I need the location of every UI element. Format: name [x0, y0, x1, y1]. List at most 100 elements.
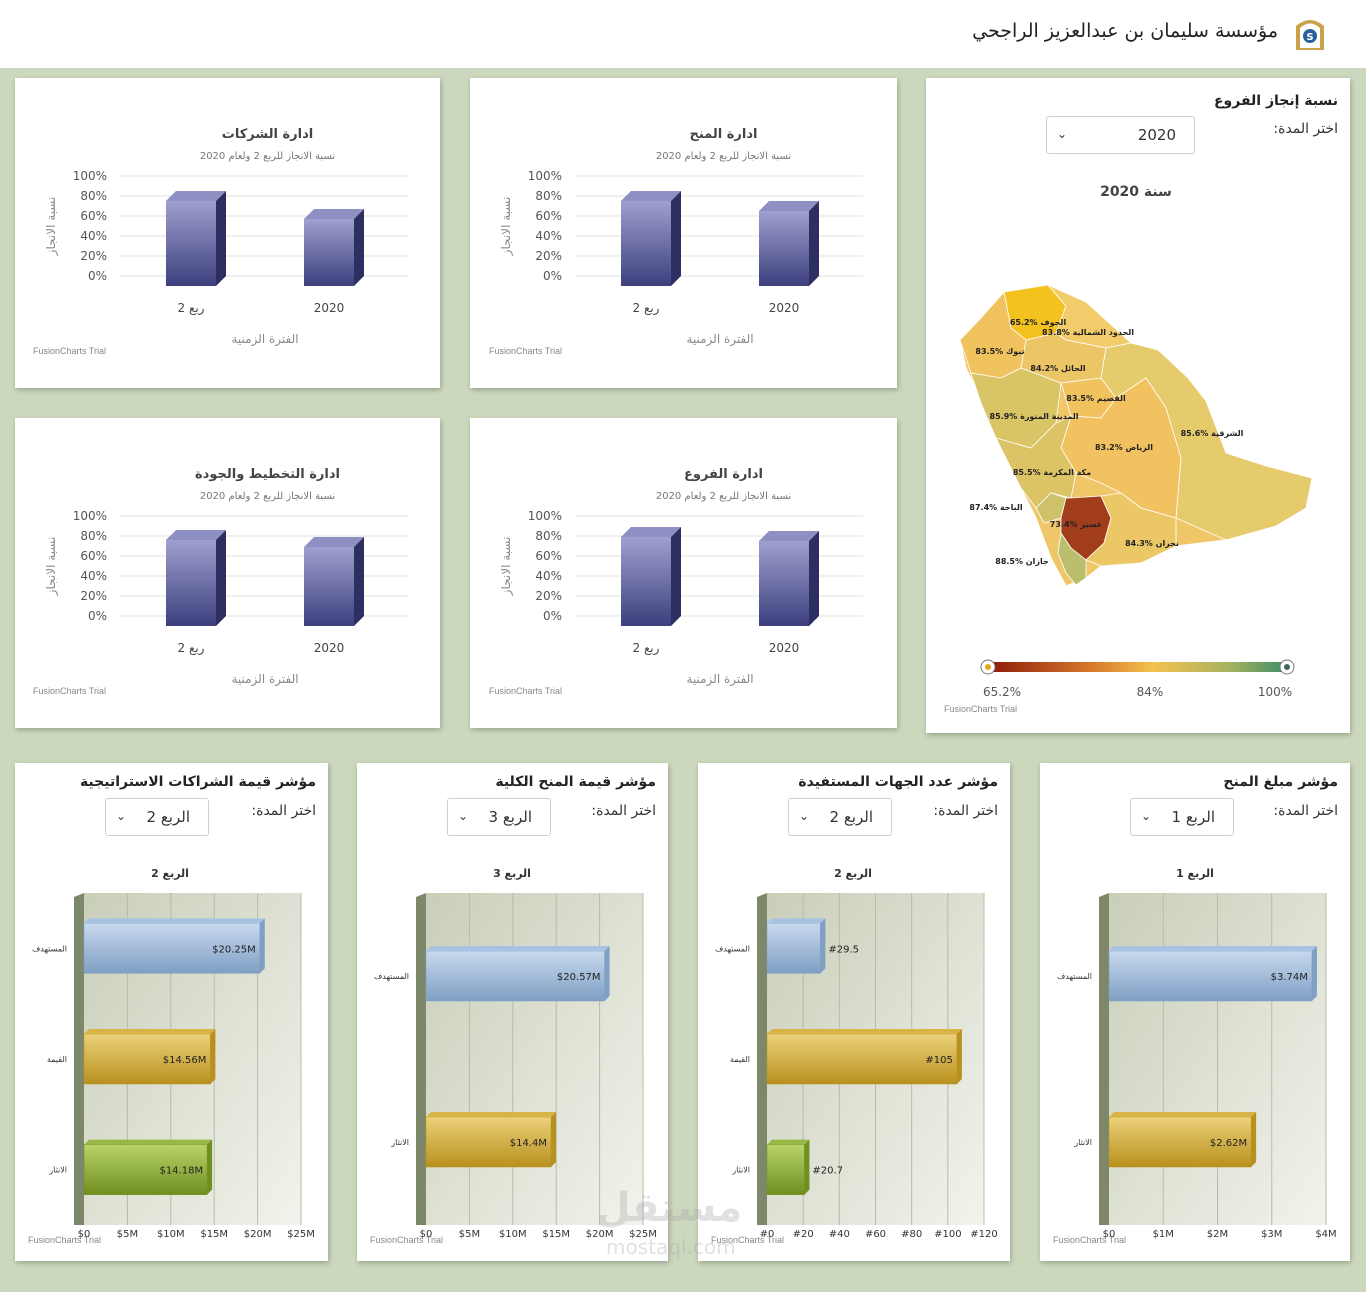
legend-max-label: 100%	[1258, 685, 1292, 699]
x-tick-label: $5M	[117, 1229, 138, 1240]
category-label: الانثار	[390, 1138, 409, 1147]
period-label: اختر المدة:	[591, 803, 656, 819]
x-tick-label: #120	[970, 1229, 997, 1240]
chart-subtitle: نسبة الانجاز للربع 2 ولعام 2020	[200, 491, 335, 502]
data-label: #105	[925, 1055, 952, 1066]
category-label: الانثار	[48, 1166, 67, 1175]
chart-title: ادارة المنح	[690, 127, 758, 142]
x-tick-label: $10M	[499, 1229, 527, 1240]
bar-card-grant-amount: مؤشر مبلغ المنح اختر المدة: الربع 1 ⌄ ال…	[1040, 763, 1350, 1261]
plot-wall	[74, 893, 84, 1225]
map-region-label: 83.5% القصيم	[1066, 394, 1126, 403]
trial-text: FusionCharts Trial	[33, 346, 107, 356]
chart-subtitle: نسبة الانجاز للربع 2 ولعام 2020	[200, 151, 335, 162]
quarter-select-partnerships[interactable]: الربع 2 ⌄	[105, 798, 209, 836]
x-tick-label: $0	[420, 1229, 433, 1240]
y-tick-label: 0%	[88, 269, 107, 283]
x-tick-label: $10M	[157, 1229, 185, 1240]
y-tick-label: 20%	[535, 589, 562, 603]
trial-text: FusionCharts Trial	[711, 1235, 785, 1245]
y-tick-label: 80%	[80, 189, 107, 203]
bar-green[interactable]	[83, 1139, 213, 1195]
quarter-select-value: الربع 1	[1171, 808, 1216, 826]
bar-blue[interactable]	[766, 918, 826, 974]
trial-text: FusionCharts Trial	[370, 1235, 444, 1245]
column-bar[interactable]	[759, 531, 819, 626]
bar-card-title: مؤشر عدد الجهات المستفيدة	[798, 774, 998, 790]
category-label: القيمة	[730, 1055, 750, 1064]
x-axis-label: الفترة الزمنية	[686, 332, 753, 347]
x-tick-label: 2020	[769, 301, 800, 315]
bar-blue[interactable]	[83, 918, 265, 974]
legend-max-dot	[1284, 664, 1290, 670]
x-tick-label: 2020	[314, 641, 345, 655]
bar-card-title: مؤشر مبلغ المنح	[1223, 774, 1338, 790]
x-tick-label: ربع 2	[633, 641, 660, 656]
y-tick-label: 20%	[80, 249, 107, 263]
x-tick-label: #80	[901, 1229, 922, 1240]
column-bar[interactable]	[304, 209, 364, 286]
bar-green[interactable]	[766, 1139, 810, 1195]
watermark-arabic: مستقل	[596, 1185, 743, 1231]
quarter-select-beneficiaries[interactable]: الربع 2 ⌄	[788, 798, 892, 836]
map-region-najran	[1085, 492, 1177, 567]
quarter-select-value: الربع 2	[146, 808, 191, 826]
y-tick-label: 0%	[88, 609, 107, 623]
x-tick-label: $1M	[1153, 1229, 1174, 1240]
data-label: $20.57M	[557, 972, 601, 983]
y-tick-label: 0%	[543, 269, 562, 283]
column-chart-card-planning: ادارة التخطيط والجودة نسبة الانجاز للربع …	[15, 418, 440, 728]
bar-gold[interactable]	[425, 1112, 556, 1168]
data-label: #29.5	[828, 944, 859, 955]
bar-gold[interactable]	[766, 1029, 962, 1085]
chevron-down-icon: ⌄	[1141, 809, 1152, 823]
year-select-value: 2020	[1137, 126, 1176, 144]
bar-chart-grants-value: الربع 3 $0 $5M $10M $15M $20M $25M $20.57M المست…	[374, 867, 657, 1240]
x-tick-label: ربع 2	[178, 301, 205, 316]
chart-title: ادارة الفروع	[684, 467, 763, 482]
bar-card-title: مؤشر قيمة الشراكات الاستراتيجية	[79, 774, 316, 790]
column-chart-card-grants: ادارة المنح نسبة الانجاز للربع 2 ولعام 20…	[470, 78, 897, 388]
map-region-label: 83.5% تبوك	[975, 347, 1024, 356]
trial-text: FusionCharts Trial	[33, 686, 107, 696]
quarter-select-grant-amount[interactable]: الربع 1 ⌄	[1130, 798, 1234, 836]
column-bar[interactable]	[166, 530, 226, 626]
quarter-select-grants-value[interactable]: الربع 3 ⌄	[447, 798, 551, 836]
bar-gold[interactable]	[1108, 1112, 1257, 1168]
legend-min-label: 65.2%	[983, 685, 1021, 699]
column-bar[interactable]	[621, 191, 681, 286]
year-select[interactable]: 2020 ⌄	[1046, 116, 1195, 154]
data-label: $14.4M	[510, 1138, 547, 1149]
category-label: المستهدف	[374, 972, 409, 981]
bar-blue[interactable]	[425, 946, 610, 1002]
period-label: اختر المدة:	[251, 803, 316, 819]
bar-card-grants-value: مؤشر قيمة المنح الكلية اختر المدة: الربع…	[357, 763, 668, 1261]
org-title: مؤسسة سليمان بن عبدالعزيز الراجحي	[972, 20, 1278, 42]
bar-card-partnerships: مؤشر قيمة الشراكات الاستراتيجية اختر الم…	[15, 763, 328, 1261]
y-tick-label: 0%	[543, 609, 562, 623]
category-label: الانثار	[1073, 1138, 1092, 1147]
map-region-label: 88.5% جازان	[995, 557, 1049, 566]
chevron-down-icon: ⌄	[116, 809, 127, 823]
x-axis-label: الفترة الزمنية	[231, 332, 298, 347]
column-chart-card-branches: ادارة الفروع نسبة الانجاز للربع 2 ولعام 2…	[470, 418, 897, 728]
data-label: $2.62M	[1210, 1138, 1247, 1149]
column-bar[interactable]	[304, 537, 364, 626]
column-bar[interactable]	[759, 201, 819, 286]
column-bar[interactable]	[621, 527, 681, 626]
x-tick-label: $0	[78, 1229, 91, 1240]
map-region-label: 85.6% الشرقية	[1181, 429, 1244, 438]
chart-title: ادارة التخطيط والجودة	[195, 467, 340, 482]
category-label: المستهدف	[1057, 972, 1092, 981]
column-bar[interactable]	[166, 191, 226, 286]
map-region-label: 84.3% نجران	[1125, 539, 1179, 548]
period-label: اختر المدة:	[1273, 121, 1338, 137]
chart-subtitle: نسبة الانجاز للربع 2 ولعام 2020	[656, 151, 791, 162]
bar-gold[interactable]	[83, 1029, 216, 1085]
plot-wall	[757, 893, 767, 1225]
y-tick-label: 80%	[80, 529, 107, 543]
category-label: المستهدف	[715, 944, 750, 953]
header: مؤسسة سليمان بن عبدالعزيز الراجحي S	[0, 0, 1366, 68]
bar-blue[interactable]	[1108, 946, 1317, 1002]
x-tick-label: $4M	[1315, 1229, 1336, 1240]
